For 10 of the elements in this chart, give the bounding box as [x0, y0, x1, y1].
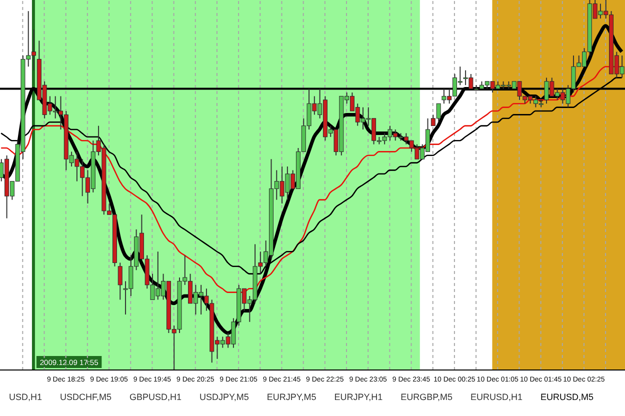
text: GBPUSD,H1: [128, 391, 183, 404]
text: EURJPY,M5: [266, 391, 318, 404]
candlestick: [118, 262, 122, 300]
text: EURJPY,H1: [333, 391, 384, 404]
text: EURUSD,M5: [540, 391, 595, 404]
text: EURUSD,H1: [469, 391, 524, 404]
text: USDJPY,M5: [198, 391, 250, 404]
text: USD,H1: [8, 391, 44, 404]
text: EURGBP,M5: [400, 391, 454, 404]
text: USDCHF,M5: [59, 391, 113, 404]
